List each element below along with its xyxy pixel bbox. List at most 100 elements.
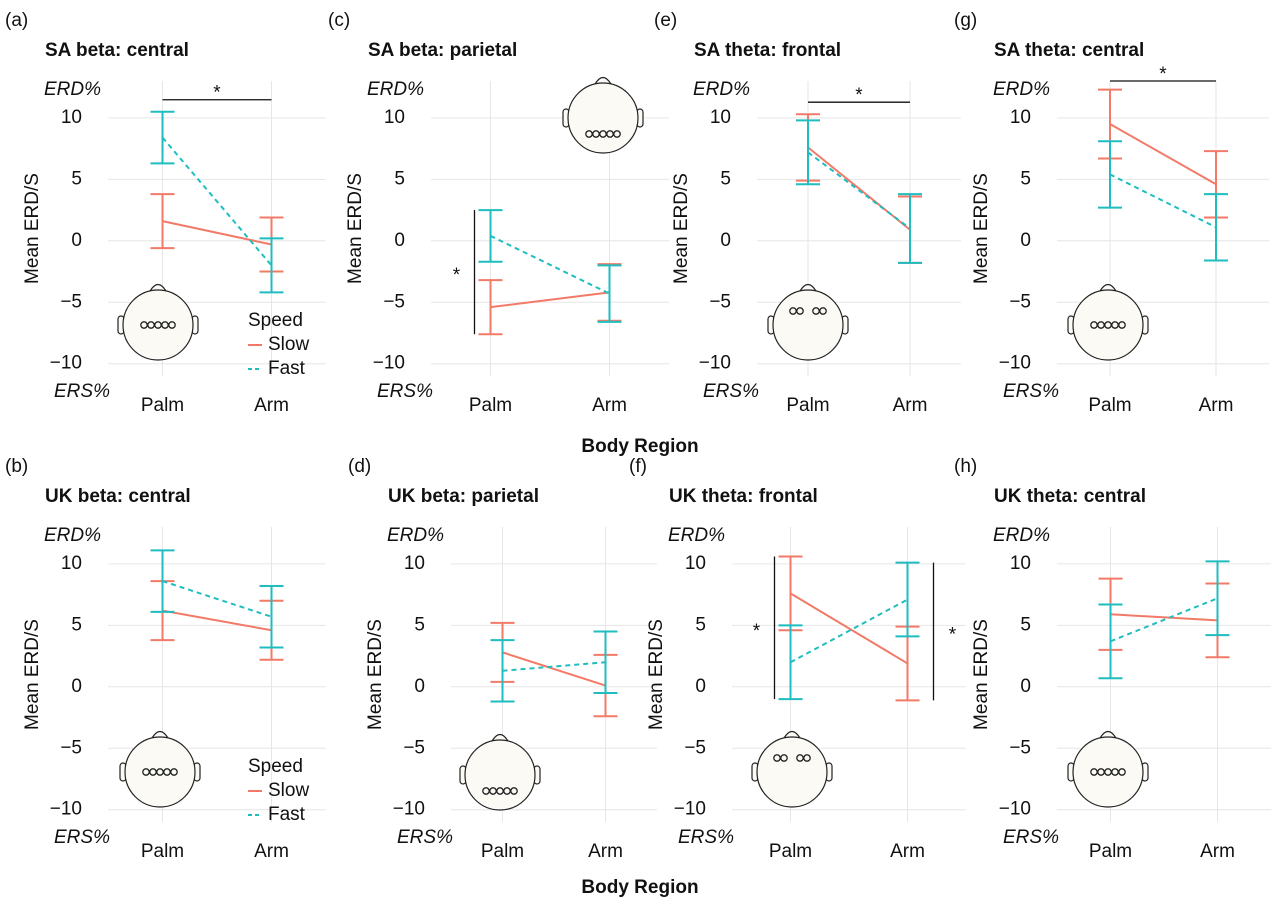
y-tick-label: 5 [1020,614,1031,635]
error-bar [490,639,515,703]
y-tick-label: −5 [684,737,706,758]
y-tick-label: −5 [383,291,405,312]
top-note: ERD% [387,525,444,546]
series-line [807,151,911,230]
series-line [807,146,911,231]
bottom-note: ERS% [678,827,734,848]
y-tick-label: 10 [61,107,82,128]
series-line [161,136,273,267]
x-tick-label: Palm [481,841,524,862]
y-tick-label: −10 [50,799,82,820]
head [567,82,639,154]
panel: (h) UK theta: central ERD% ERS% Mean ERD/S −1… [954,456,1271,862]
x-tick-label: Arm [592,395,627,416]
y-tick-label: 0 [695,676,706,697]
y-axis-title: Mean ERD/S [22,173,43,284]
x-tick-label: Palm [1089,841,1132,862]
series-line [789,592,909,665]
series-line [162,580,272,618]
y-tick-label: −5 [1009,291,1031,312]
error-bar [778,624,803,701]
significance-label: * [213,83,221,104]
head-nose [594,76,612,85]
legend-title: Speed [248,756,303,777]
x-tick-label: Palm [769,841,812,862]
y-axis-title: Mean ERD/S [971,619,992,730]
y-tick-label: 0 [71,230,82,251]
y-tick-label: 5 [1020,168,1031,189]
x-tick-label: Arm [254,841,289,862]
electrode [1118,768,1126,776]
y-tick-label: 5 [71,614,82,635]
series-line [162,609,272,632]
y-tick-label: 0 [394,230,405,251]
error-bar [150,193,175,250]
head [122,289,194,361]
legend-label: Slow [268,780,309,801]
y-tick-label: 5 [720,168,731,189]
x-tick-label: Arm [893,395,928,416]
panel-label: (e) [654,10,677,31]
error-bar [593,630,618,694]
panel: (c) SA beta: parietal ERD% ERS% Mean ERD/S −1… [328,10,669,416]
top-note: ERD% [44,525,101,546]
panel-label: (g) [954,10,977,31]
head-nose [1099,730,1117,739]
head [464,739,536,811]
error-bar [150,549,175,613]
y-tick-label: 10 [384,107,405,128]
y-tick-label: −10 [699,353,731,374]
y-tick-label: 0 [1020,230,1031,251]
legend-label: Slow [268,334,309,355]
error-bar [1098,603,1123,680]
top-note: ERD% [367,79,424,100]
panel-title: SA theta: frontal [694,40,841,61]
bottom-note: ERS% [54,381,110,402]
panel-label: (a) [5,10,28,31]
panel-title: SA beta: parietal [368,40,517,61]
x-tick-label: Palm [141,841,184,862]
panel: (f) UK theta: frontal ERD% ERS% Mean ERD/S −1… [629,456,966,862]
panel-title: SA theta: central [994,40,1144,61]
error-bar [895,561,920,638]
y-tick-label: 0 [71,676,82,697]
legend-title: Speed [248,310,303,331]
significance-label: * [949,624,957,645]
panel-title: SA beta: central [45,40,189,61]
panel: (a) SA beta: central ERD% ERS% Mean ERD/S −10… [5,10,326,416]
series-line [490,291,610,309]
series-line [1109,173,1217,229]
panel: (d) UK beta: parietal ERD% ERS% Mean ERD/S −1… [348,456,657,862]
error-bar [898,193,922,264]
series-line [1110,613,1218,622]
x-axis-title: Body Region [581,877,698,898]
top-note: ERD% [693,79,750,100]
y-tick-label: 10 [404,553,425,574]
bottom-note: ERS% [1003,381,1059,402]
significance-label: * [855,85,863,106]
bottom-note: ERS% [1003,827,1059,848]
y-tick-label: 0 [414,676,425,697]
error-bar [1205,560,1230,637]
series-line [502,651,606,687]
electrode [803,754,811,762]
head-nose [151,730,169,739]
x-tick-label: Palm [1088,395,1131,416]
head [772,289,844,361]
y-tick-label: 10 [1010,107,1031,128]
y-tick-label: −5 [403,737,425,758]
y-tick-label: 5 [414,614,425,635]
significance-label: * [753,621,761,642]
panel-label: (c) [328,10,350,31]
head-nose [783,730,801,739]
panel-label: (b) [5,456,28,477]
significance-label: * [453,265,461,286]
y-tick-label: 0 [1020,676,1031,697]
electrode [168,321,176,329]
error-bar [150,110,175,165]
electrode [510,787,518,795]
x-tick-label: Arm [1199,395,1234,416]
significance-label: * [1159,64,1167,85]
x-tick-label: Arm [1200,841,1235,862]
